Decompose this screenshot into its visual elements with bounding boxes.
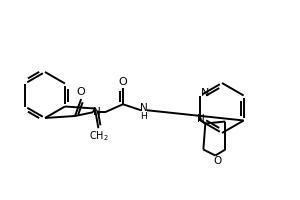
Text: N: N xyxy=(93,107,101,117)
Text: CH$_2$: CH$_2$ xyxy=(89,129,109,143)
Text: N: N xyxy=(140,103,148,113)
Text: O: O xyxy=(77,87,85,97)
Text: N: N xyxy=(201,88,209,98)
Text: H: H xyxy=(141,112,147,121)
Text: O: O xyxy=(118,77,127,87)
Text: N: N xyxy=(197,114,205,123)
Text: O: O xyxy=(213,156,221,166)
